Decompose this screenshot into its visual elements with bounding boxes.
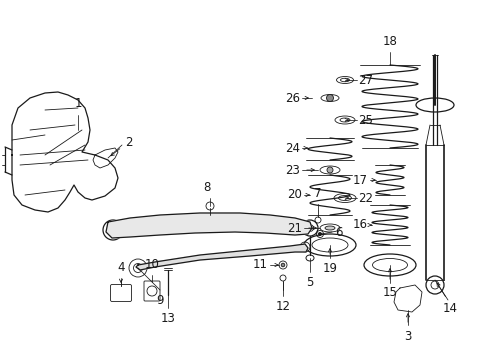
Ellipse shape: [325, 226, 334, 230]
Circle shape: [425, 276, 443, 294]
Text: 5: 5: [305, 276, 313, 289]
Text: 20: 20: [286, 189, 302, 202]
Text: 21: 21: [286, 221, 302, 234]
Circle shape: [318, 233, 321, 235]
Text: 17: 17: [352, 174, 367, 186]
Circle shape: [76, 128, 80, 132]
Circle shape: [302, 220, 317, 236]
Text: 15: 15: [382, 286, 397, 299]
Text: 26: 26: [285, 91, 299, 104]
FancyBboxPatch shape: [143, 281, 160, 301]
Text: 25: 25: [357, 113, 372, 126]
Circle shape: [129, 259, 147, 277]
Ellipse shape: [363, 254, 415, 276]
Text: 11: 11: [252, 258, 267, 271]
Polygon shape: [12, 92, 118, 212]
Text: 9: 9: [156, 294, 163, 307]
Text: 6: 6: [334, 225, 342, 238]
Text: 14: 14: [442, 302, 457, 315]
Text: 4: 4: [117, 261, 124, 274]
Polygon shape: [136, 244, 307, 270]
Text: 22: 22: [357, 192, 372, 204]
Polygon shape: [93, 148, 118, 168]
Text: 18: 18: [382, 35, 397, 48]
Text: 16: 16: [352, 219, 367, 231]
Ellipse shape: [415, 98, 453, 112]
Polygon shape: [393, 285, 421, 312]
Text: 12: 12: [275, 300, 290, 313]
Circle shape: [326, 167, 332, 173]
Polygon shape: [106, 213, 311, 238]
Text: 23: 23: [285, 163, 299, 176]
Text: 2: 2: [125, 136, 132, 149]
Text: 10: 10: [144, 258, 159, 271]
Text: 13: 13: [160, 312, 175, 325]
Text: 7: 7: [314, 187, 321, 200]
Text: 3: 3: [404, 330, 411, 343]
Text: 8: 8: [203, 181, 210, 194]
Text: 19: 19: [322, 262, 337, 275]
Text: 27: 27: [357, 73, 372, 86]
Circle shape: [326, 94, 333, 102]
Circle shape: [103, 220, 123, 240]
Text: 1: 1: [74, 97, 81, 110]
FancyBboxPatch shape: [110, 284, 131, 302]
Text: 24: 24: [285, 141, 299, 154]
Circle shape: [281, 263, 284, 267]
Circle shape: [299, 242, 309, 252]
